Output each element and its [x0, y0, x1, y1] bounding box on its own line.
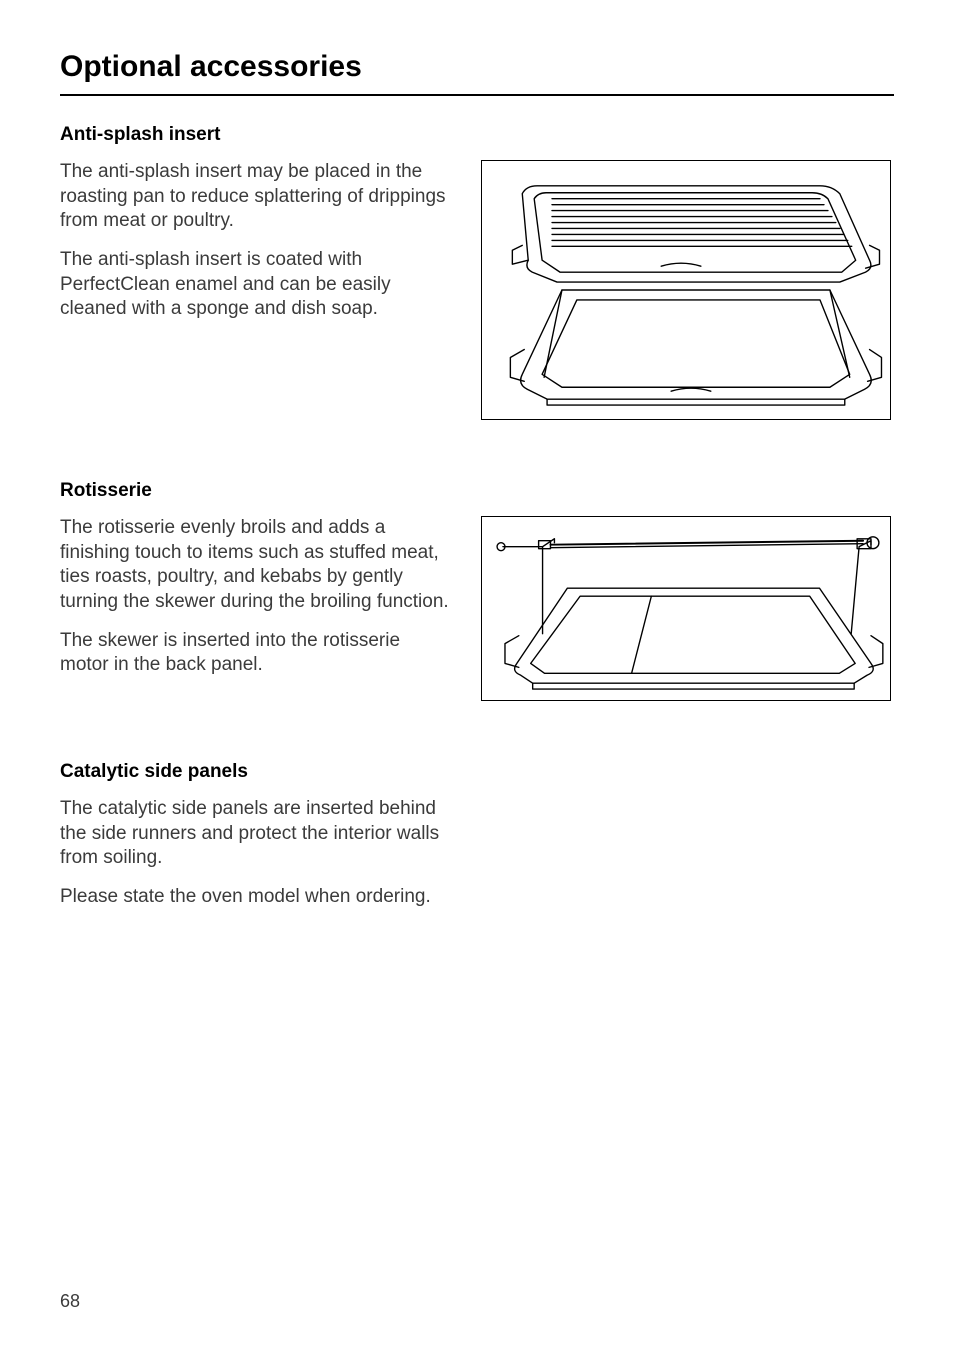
section-heading: Anti-splash insert [60, 124, 450, 146]
page-number: 68 [60, 1291, 80, 1312]
section-paragraph: Please state the oven model when orderin… [60, 885, 450, 910]
section-paragraph: The catalytic side panels are inserted b… [60, 797, 450, 871]
section-catalytic: Catalytic side panels The catalytic side… [60, 761, 894, 924]
section-heading: Rotisserie [60, 480, 450, 502]
section-rotisserie: Rotisserie The rotisserie evenly broils … [60, 480, 894, 701]
rotisserie-drawing [482, 517, 890, 700]
title-rule [60, 94, 894, 96]
section-paragraph: The rotisserie evenly broils and adds a … [60, 516, 450, 615]
section-heading: Catalytic side panels [60, 761, 450, 783]
figure-container [478, 480, 894, 701]
page-title: Optional accessories [60, 50, 894, 84]
section-paragraph: The anti-splash insert may be placed in … [60, 160, 450, 234]
section-text: Catalytic side panels The catalytic side… [60, 761, 450, 924]
section-anti-splash: Anti-splash insert The anti-splash inser… [60, 124, 894, 420]
section-text: Anti-splash insert The anti-splash inser… [60, 124, 450, 420]
figure-container [478, 124, 894, 420]
figure-anti-splash [481, 160, 891, 420]
section-text: Rotisserie The rotisserie evenly broils … [60, 480, 450, 701]
section-paragraph: The anti-splash insert is coated with Pe… [60, 248, 450, 322]
section-paragraph: The skewer is inserted into the rotisser… [60, 629, 450, 678]
anti-splash-drawing [482, 161, 890, 419]
figure-rotisserie [481, 516, 891, 701]
